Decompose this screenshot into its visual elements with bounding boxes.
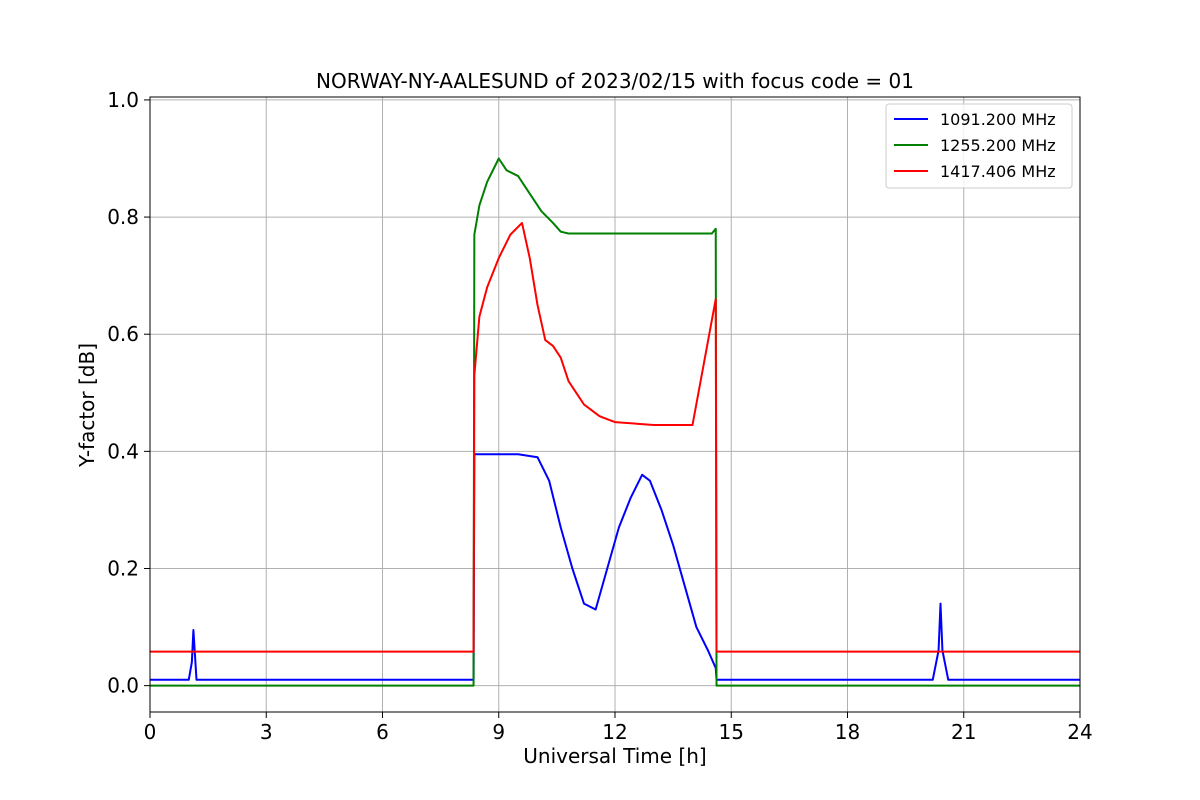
x-tick-label: 24 xyxy=(1067,720,1092,744)
legend-label-0: 1091.200 MHz xyxy=(940,110,1056,129)
x-tick-label: 3 xyxy=(260,720,273,744)
series-line-2 xyxy=(150,221,1080,653)
x-tick-label: 21 xyxy=(951,720,976,744)
legend-label-1: 1255.200 MHz xyxy=(940,136,1056,155)
x-axis-label: Universal Time [h] xyxy=(523,744,706,768)
y-tick-label: 0.4 xyxy=(107,439,139,463)
x-tick-label: 18 xyxy=(835,720,860,744)
chart-title: NORWAY-NY-AALESUND of 2023/02/15 with fo… xyxy=(316,69,914,93)
legend: 1091.200 MHz 1255.200 MHz 1417.406 MHz xyxy=(885,103,1073,189)
y-axis-label: Y-factor [dB] xyxy=(75,343,99,468)
y-tick-label: 0.2 xyxy=(107,557,139,581)
legend-box xyxy=(885,103,1073,189)
x-tick-label: 9 xyxy=(492,720,505,744)
x-tick-label: 0 xyxy=(144,720,157,744)
legend-label-2: 1417.406 MHz xyxy=(940,162,1056,181)
x-tick-label: 6 xyxy=(376,720,389,744)
series-line-1 xyxy=(150,157,1080,687)
plot-series xyxy=(150,157,1080,687)
x-tick-label: 12 xyxy=(602,720,627,744)
tick-labels: 0 3 6 9 12 15 18 21 24 0.0 0.2 0.4 0.6 0.8 1.0 xyxy=(107,88,1093,744)
x-tick-label: 15 xyxy=(719,720,744,744)
y-tick-label: 0.8 xyxy=(107,205,139,229)
y-tick-label: 0.0 xyxy=(107,674,139,698)
y-tick-label: 1.0 xyxy=(107,88,139,112)
y-tick-label: 0.6 xyxy=(107,322,139,346)
